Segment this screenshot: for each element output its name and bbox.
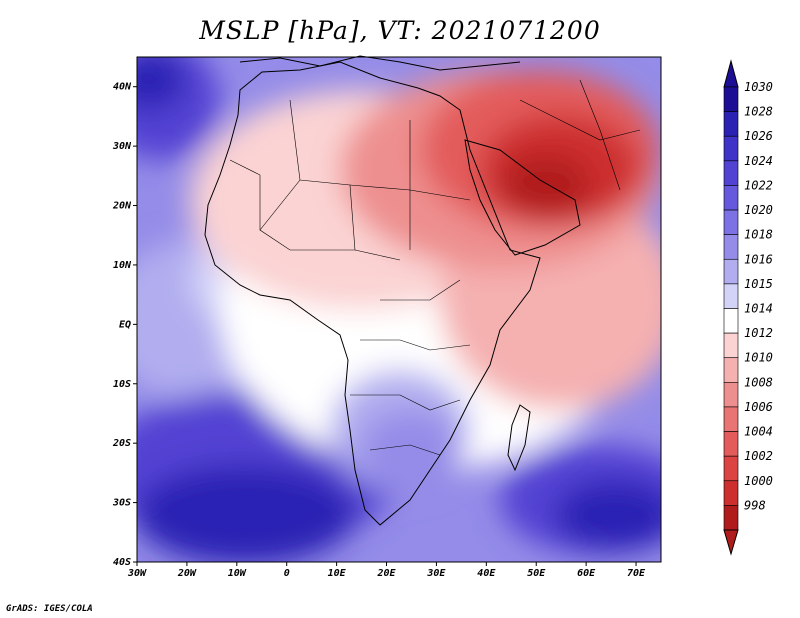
lon-tick-label: 30E — [426, 568, 446, 579]
colorbar: 1030 1028 1026 1024 1022 1020 1018 1016 1015 1014… — [723, 59, 773, 556]
country-borders — [229, 79, 641, 456]
colorbar-swatch — [723, 480, 739, 506]
colorbar-label: 1030 — [744, 80, 773, 94]
lon-tick-label: 30W — [127, 568, 147, 579]
colorbar-label: 1014 — [744, 302, 773, 316]
colorbar-label: 1010 — [744, 351, 773, 365]
lon-tick-label: 20W — [177, 568, 197, 579]
lon-tick-label: 10W — [228, 568, 247, 579]
longitude-axis: 30W 20W 10W 0 10E 20E 30E 40E 50E 60E 70E — [127, 562, 646, 579]
colorbar-swatch — [723, 455, 739, 482]
colorbar-label: 1004 — [744, 425, 773, 439]
latitude-axis: 40N 30N 20N 10N EQ 10S 20S 30S 40S — [112, 82, 137, 568]
colorbar-swatch — [723, 406, 739, 432]
colorbar-label: 1020 — [744, 203, 773, 217]
lon-tick-label: 10E — [328, 568, 347, 579]
colorbar-label: 1018 — [744, 228, 773, 242]
lat-tick-label: 10S — [113, 379, 131, 390]
colorbar-top-arrow — [723, 59, 739, 88]
colorbar-label: 1015 — [744, 277, 773, 291]
colorbar-swatch — [723, 258, 739, 285]
lat-tick-label: 20S — [112, 438, 131, 449]
colorbar-label: 1022 — [744, 178, 773, 192]
lat-tick-label: 30S — [112, 498, 131, 509]
colorbar-swatch — [723, 382, 739, 408]
lon-tick-label: 0 — [284, 568, 290, 579]
colorbar-swatch — [723, 209, 739, 235]
colorbar-swatch — [723, 283, 739, 309]
colorbar-label: 1002 — [744, 449, 773, 463]
lon-tick-label: 50E — [527, 568, 546, 579]
lat-tick-label: EQ — [119, 319, 131, 330]
map-frame — [136, 56, 662, 563]
colorbar-label: 1026 — [744, 129, 773, 143]
colorbar-swatch — [723, 332, 739, 359]
colorbar-swatch — [723, 505, 739, 531]
colorbar-label: 998 — [744, 498, 766, 512]
colorbar-swatch — [723, 431, 739, 457]
colorbar-label: 1008 — [744, 375, 773, 389]
colorbar-swatch — [723, 160, 739, 186]
lon-tick-label: 70E — [627, 568, 646, 579]
credit-text: GrADS: IGES/COLA — [6, 604, 93, 614]
colorbar-swatch — [723, 185, 739, 211]
lat-tick-label: 40S — [113, 557, 131, 568]
colorbar-swatch — [723, 234, 739, 260]
lon-tick-label: 40E — [477, 568, 496, 579]
colorbar-swatch — [723, 86, 739, 112]
colorbar-swatch — [723, 135, 739, 162]
colorbar-bottom-arrow — [723, 529, 739, 556]
colorbar-label: 1028 — [744, 105, 773, 119]
colorbar-label: 1000 — [744, 474, 773, 488]
colorbar-label: 1006 — [744, 400, 773, 414]
colorbar-swatch — [723, 111, 739, 137]
lat-tick-label: 10N — [113, 260, 132, 271]
colorbar-label: 1016 — [744, 252, 773, 266]
colorbar-swatch — [723, 357, 739, 383]
colorbar-swatch — [723, 308, 739, 334]
map-title: MSLP [hPa], VT: 2021071200 — [199, 16, 601, 45]
lon-tick-label: 20E — [376, 568, 396, 579]
lat-tick-label: 20N — [112, 201, 132, 212]
lon-tick-label: 60E — [577, 568, 596, 579]
colorbar-label: 1024 — [744, 154, 773, 168]
colorbar-label: 1012 — [744, 326, 773, 340]
lat-tick-label: 40N — [113, 82, 132, 93]
coastlines — [204, 55, 581, 526]
lat-tick-label: 30N — [112, 141, 132, 152]
pressure-field — [137, 57, 661, 562]
